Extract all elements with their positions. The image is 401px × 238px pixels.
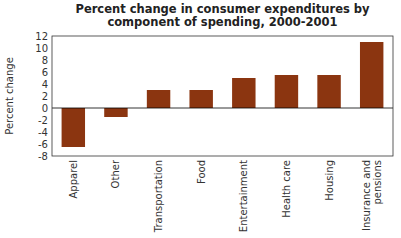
chart: Percent change in consumer expenditures … [0, 0, 401, 238]
zero-line [52, 108, 393, 109]
y-tick-label: -2 [38, 115, 48, 126]
x-tick-line: Other [110, 159, 121, 188]
x-tick-line: Apparel [68, 160, 79, 199]
x-tick-line: Food [196, 160, 207, 184]
bars [62, 42, 384, 147]
y-tick-label: 10 [35, 43, 48, 54]
y-tick-label: 4 [42, 79, 48, 90]
x-tick-label: Transportation [153, 160, 164, 233]
y-tick-label: 8 [42, 55, 48, 66]
y-tick-label: 0 [42, 103, 48, 114]
chart-container: Percent change in consumer expenditures … [0, 0, 401, 238]
bar [360, 42, 383, 108]
x-tick-label: Health care [281, 160, 292, 218]
bar [104, 108, 127, 117]
y-tick-label: -8 [38, 151, 48, 162]
bar [147, 90, 170, 108]
x-tick-line: Health care [281, 160, 292, 218]
bar [62, 108, 85, 147]
y-tick-label: 6 [42, 67, 48, 78]
bar [232, 78, 255, 108]
x-tick-line: pensions [372, 160, 383, 205]
x-tick-label: Other [110, 159, 121, 188]
x-tick-line: Insurance and [361, 160, 372, 231]
y-tick-label: 2 [42, 91, 48, 102]
y-tick-label: -6 [38, 139, 48, 150]
y-tick-label: 12 [35, 31, 48, 42]
title: Percent change in consumer expenditures … [75, 2, 370, 29]
bar [275, 75, 298, 108]
title-line: component of spending, 2000-2001 [107, 15, 337, 29]
x-tick-label: Entertainment [238, 160, 249, 232]
x-tick-line: Entertainment [238, 160, 249, 232]
x-tick-label: Food [196, 160, 207, 184]
x-tick-label: Housing [324, 160, 335, 201]
x-tick-label: Insurance andpensions [361, 160, 383, 231]
x-tick-label: Apparel [68, 160, 79, 199]
y-tick-label: -4 [38, 127, 48, 138]
x-tick-line: Transportation [153, 160, 164, 233]
bar [317, 75, 340, 108]
y-axis-label: Percent change [4, 57, 15, 135]
title-line: Percent change in consumer expenditures … [75, 2, 370, 16]
bar [189, 90, 212, 108]
x-tick-line: Housing [324, 160, 335, 201]
plot-frame [52, 36, 393, 156]
